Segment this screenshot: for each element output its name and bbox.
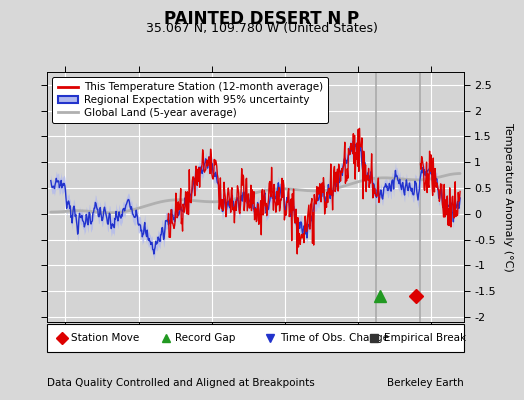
Text: Data Quality Controlled and Aligned at Breakpoints: Data Quality Controlled and Aligned at B… [47,378,315,388]
Text: Empirical Break: Empirical Break [384,333,466,343]
Text: Station Move: Station Move [71,333,139,343]
Text: Time of Obs. Change: Time of Obs. Change [280,333,389,343]
Text: 35.067 N, 109.780 W (United States): 35.067 N, 109.780 W (United States) [146,22,378,35]
Text: Berkeley Earth: Berkeley Earth [387,378,464,388]
Text: PAINTED DESERT N P: PAINTED DESERT N P [165,10,359,28]
Legend: This Temperature Station (12-month average), Regional Expectation with 95% uncer: This Temperature Station (12-month avera… [52,77,328,123]
Text: Record Gap: Record Gap [176,333,236,343]
Y-axis label: Temperature Anomaly (°C): Temperature Anomaly (°C) [503,123,512,271]
